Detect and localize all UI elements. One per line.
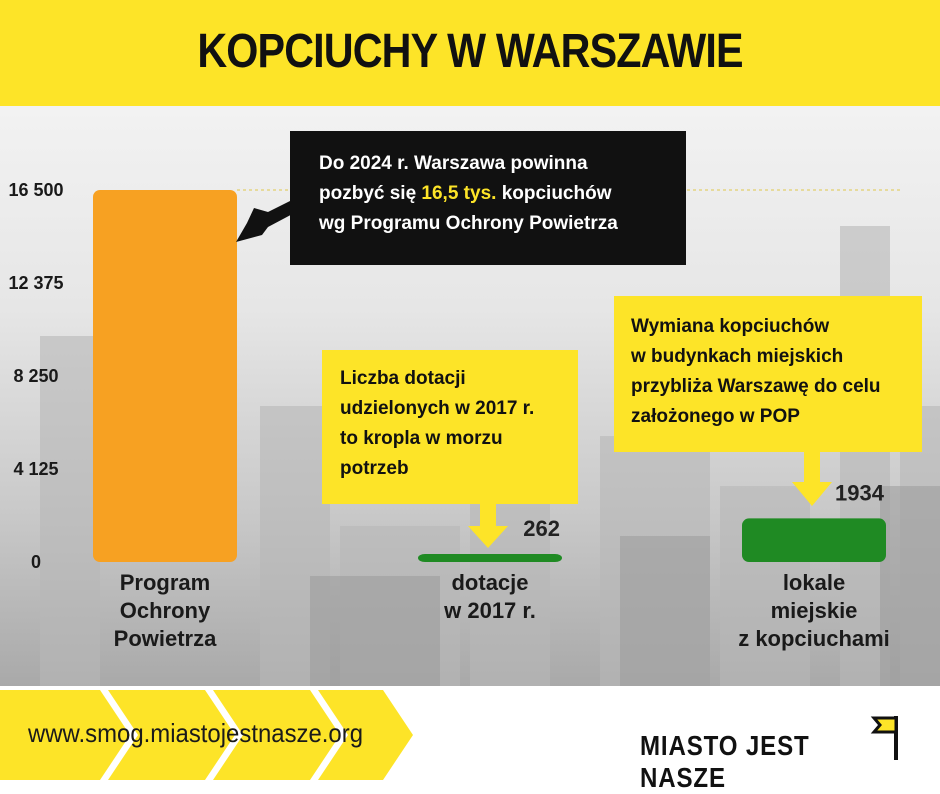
category-label: Powietrza <box>114 626 217 651</box>
category-label: miejskie <box>771 598 858 623</box>
category-label: dotacje <box>451 570 528 595</box>
y-tick-label: 16 500 <box>8 180 63 200</box>
callout-municipal-line-4: założonego w POP <box>631 406 800 427</box>
website-link[interactable]: www.smog.miastojestnasze.org <box>28 718 364 748</box>
callout-municipal-line-3: przybliża Warszawę do celu <box>631 376 881 397</box>
category-label: z kopciuchami <box>738 626 890 651</box>
callout-target-line-3: wg Programu Ochrony Powietrza <box>319 213 618 234</box>
callout-subsidies-line-3: to kropla w morzu <box>340 428 503 449</box>
callout-target: Do 2024 r. Warszawa powinna pozbyć się 1… <box>290 131 686 265</box>
bar <box>742 518 886 562</box>
callout-target-line-2b: kopciuchów <box>496 183 612 204</box>
y-tick-label: 8 250 <box>13 366 58 386</box>
y-tick-label: 12 375 <box>8 273 63 293</box>
y-tick-label: 4 125 <box>13 459 58 479</box>
callout-subsidies-line-4: potrzeb <box>340 458 409 479</box>
callout-arrows <box>236 198 832 548</box>
footer-chevron-banner <box>0 690 413 780</box>
category-label: Ochrony <box>120 598 211 623</box>
skyline-silhouette <box>40 226 940 686</box>
callout-target-highlight: 16,5 tys. <box>421 183 497 204</box>
callout-target-line-2a: pozbyć się <box>319 183 422 204</box>
bar <box>418 554 562 562</box>
callout-subsidies-line-1: Liczba dotacji <box>340 368 466 389</box>
arrow-to-subsidies-bar <box>468 504 508 548</box>
category-label: Program <box>120 570 210 595</box>
callout-municipal-line-2: w budynkach miejskich <box>631 346 844 367</box>
brand-logo-text: MIASTO JEST NASZE <box>640 730 810 793</box>
arrow-to-municipal-bar <box>792 452 832 506</box>
flag-icon <box>870 716 898 760</box>
data-label: 1934 <box>835 480 885 505</box>
category-label: w 2017 r. <box>443 598 536 623</box>
category-label: lokale <box>783 570 845 595</box>
callout-subsidies: Liczba dotacji udzielonych w 2017 r. to … <box>322 350 578 504</box>
callout-subsidies-line-2: udzielonych w 2017 r. <box>340 398 535 419</box>
callout-municipal: Wymiana kopciuchów w budynkach miejskich… <box>614 296 922 452</box>
header-bar <box>0 0 940 106</box>
bars: 262 1934 <box>93 190 886 562</box>
page-title: KOPCIUCHY W WARSZAWIE <box>197 25 743 78</box>
category-labels: Program Ochrony Powietrza dotacje w 2017 r. l… <box>114 570 890 651</box>
bar-chart: 0 4 125 8 250 12 375 16 500 262 1934 Program O… <box>8 180 900 651</box>
data-label: 262 <box>523 516 560 541</box>
arrow-to-target-bar <box>236 198 300 242</box>
callout-target-line-2: pozbyć się 16,5 tys. kopciuchów <box>319 179 686 209</box>
callout-municipal-line-1: Wymiana kopciuchów <box>631 316 830 337</box>
bar <box>93 190 237 562</box>
y-tick-label: 0 <box>31 552 41 572</box>
callout-target-line-1: Do 2024 r. Warszawa powinna <box>319 153 588 174</box>
